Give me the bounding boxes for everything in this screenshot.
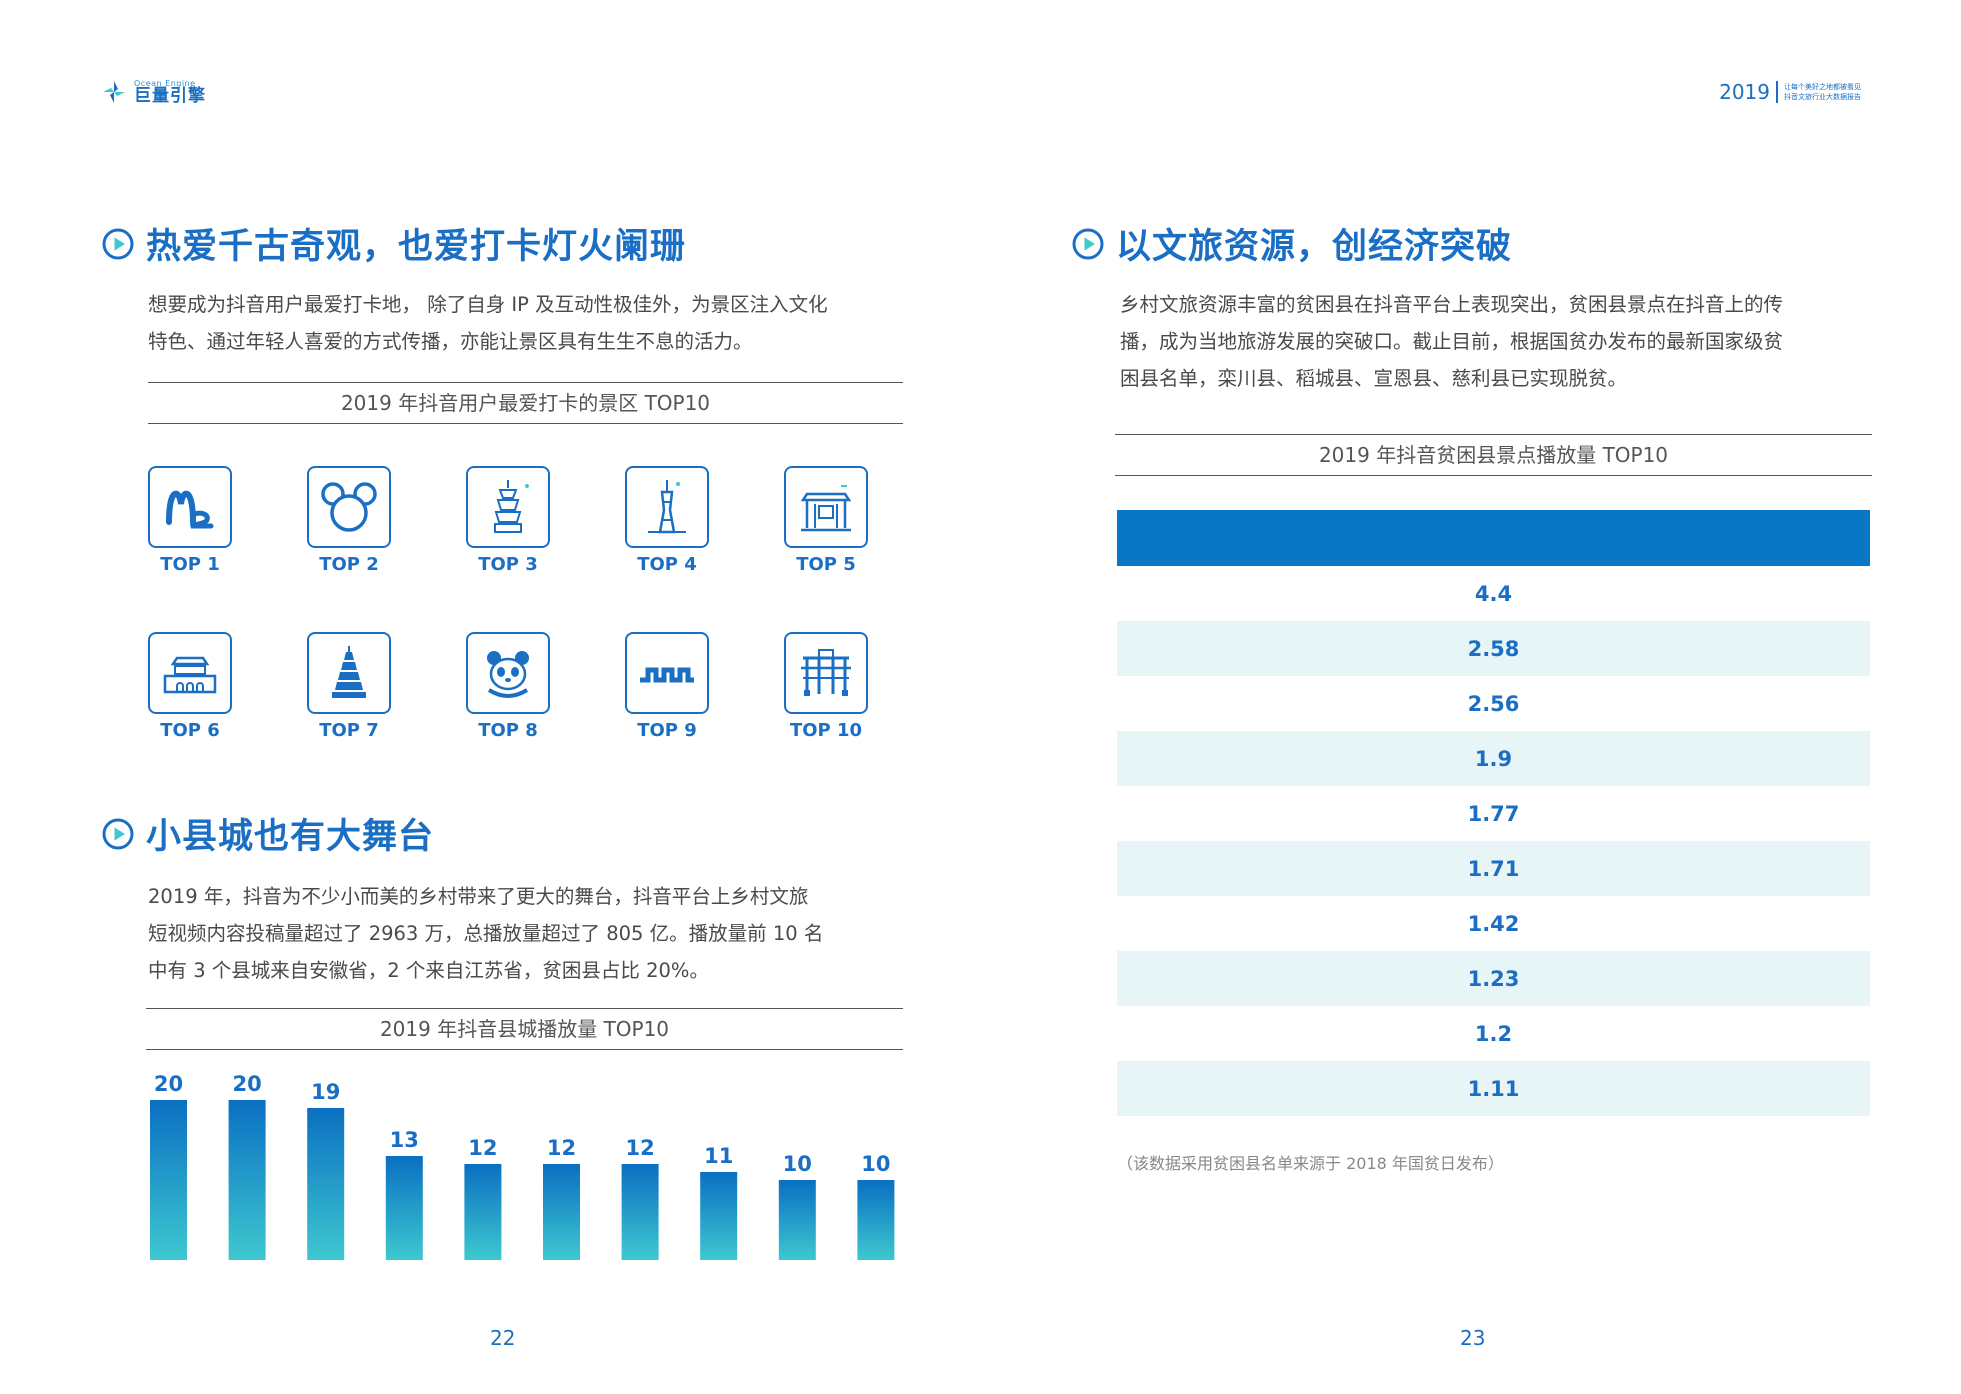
rollercoaster-icon: [166, 490, 214, 529]
scenic-top9: TOP 9: [617, 632, 717, 741]
bar: [621, 1164, 659, 1260]
scenic-top3: TOP 3: [458, 466, 558, 575]
pagoda-icon: [494, 480, 529, 533]
section-title-economy: 以文旅资源，创经济突破: [1072, 218, 1512, 269]
bar-value-label: 10: [861, 1152, 890, 1176]
table-row: 1.77: [1467, 801, 1520, 826]
intro-paragraph-economy: 乡村文旅资源丰富的贫困县在抖音平台上表现突出，贫困县景点在抖音上的传 播，成为当…: [1120, 293, 1784, 390]
page-number-right: 23: [1460, 1326, 1486, 1350]
section-title-text: 热爱千古奇观，也爱打卡灯火阑珊: [146, 227, 687, 267]
bar: [228, 1100, 266, 1260]
bar: [150, 1100, 187, 1260]
intro-paragraph-checkin: 想要成为抖音用户最爱打卡地， 除了自身 IP 及互动性极佳外，为景区注入文化 特…: [148, 293, 828, 353]
play-circle-icon: [102, 228, 134, 259]
report-name: 抖音文旅行业大数据报告: [1784, 93, 1861, 101]
table-row: 2.58: [1117, 621, 1870, 676]
data-source-note: （该数据采用贫困县名单来源于 2018 年国贫日发布）: [1117, 1154, 1504, 1173]
bar: [385, 1156, 423, 1260]
tower-icon: [332, 646, 366, 698]
scenic-top7: TOP 7: [299, 632, 399, 741]
table-row: 1.23: [1117, 951, 1870, 1006]
bar: [543, 1164, 580, 1260]
table-row: 1.71: [1117, 841, 1870, 896]
bar-value-label: 12: [547, 1136, 576, 1160]
panda-icon: [487, 651, 529, 698]
scenic-top6: TOP 6: [140, 632, 240, 741]
caption-scenic-top10: 2019 年抖音用户最爱打卡的景区 TOP10: [148, 382, 903, 424]
bar: [857, 1180, 895, 1260]
scenic-top4: TOP 4: [617, 466, 717, 575]
report-slogan: 让每个美好之地都被看见: [1784, 83, 1861, 91]
great-wall-icon: [640, 667, 694, 683]
bar: [464, 1164, 502, 1260]
bar-value-label: 13: [390, 1128, 419, 1152]
page-number-left: 22: [490, 1326, 516, 1350]
scenic-top10: TOP 10: [776, 632, 876, 741]
report-year: 2019: [1719, 80, 1770, 104]
scenic-top2: TOP 2: [299, 466, 399, 575]
header-divider: [1776, 81, 1778, 103]
ocean-engine-logo-icon: [103, 81, 125, 103]
archway-icon: [801, 649, 851, 696]
table-row: 4.4: [1474, 581, 1513, 606]
scenic-top1: TOP 1: [140, 466, 240, 575]
table-row: 1.2: [1474, 1021, 1513, 1046]
mouse-ears-icon: [321, 482, 377, 532]
scenic-top8: TOP 8: [458, 632, 558, 741]
bar: [778, 1180, 816, 1260]
bar-value-label: 20: [154, 1072, 183, 1096]
logo: Ocean Engine 巨量引擎: [100, 78, 206, 106]
play-circle-icon: [1072, 228, 1104, 259]
tv-tower-icon: [648, 480, 686, 534]
caption-poverty-county-top10: 2019 年抖音贫困县景点播放量 TOP10: [1115, 434, 1872, 476]
bar-value-label: 19: [311, 1080, 340, 1104]
logo-english: Ocean Engine: [134, 78, 196, 88]
bar-value-label: 11: [704, 1144, 733, 1168]
palace-icon: [163, 656, 217, 694]
section-title-checkin: 热爱千古奇观，也爱打卡灯火阑珊: [102, 218, 686, 269]
caption-county-top10: 2019 年抖音县城播放量 TOP10: [146, 1008, 903, 1050]
table-row: 1.42: [1467, 911, 1520, 936]
section-title-text: 以文旅资源，创经济突破: [1116, 227, 1513, 267]
bar: [307, 1108, 345, 1260]
report-header: 2019 让每个美好之地都被看见 抖音文旅行业大数据报告: [1719, 80, 1861, 104]
scenic-top5: TOP 5: [776, 466, 876, 575]
table-header-bar: [1117, 510, 1870, 566]
table-row: 1.11: [1117, 1061, 1870, 1116]
gate-icon: [800, 485, 852, 532]
bar: [700, 1172, 738, 1260]
bar-value-label: 10: [783, 1152, 812, 1176]
county-play-bar-chart: 20 20 19 13 12 12 12 11 10 10: [150, 1072, 895, 1260]
bar-value-label: 12: [468, 1136, 497, 1160]
play-circle-icon: [102, 818, 134, 849]
bar-value-label: 12: [625, 1136, 654, 1160]
intro-paragraph-county: 2019 年，抖音为不少小而美的乡村带来了更大的舞台，抖音平台上乡村文旅 短视频…: [148, 885, 824, 982]
section-title-text: 小县城也有大舞台: [146, 817, 435, 857]
table-row: 1.9: [1117, 731, 1870, 786]
bar-value-label: 20: [232, 1072, 261, 1096]
logo-chinese: 巨量引擎: [134, 85, 206, 106]
table-row: 2.56: [1467, 691, 1520, 716]
section-title-county: 小县城也有大舞台: [102, 808, 434, 859]
